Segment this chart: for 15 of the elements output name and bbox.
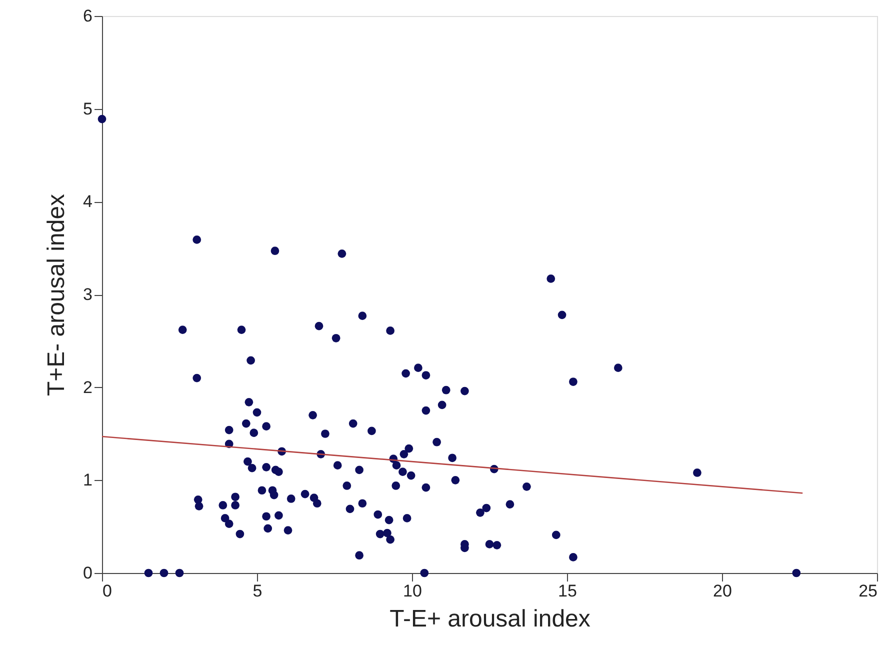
x-tick-label: 5	[252, 582, 262, 600]
x-tick-label: 10	[403, 582, 422, 600]
y-tick-label: 5	[83, 99, 92, 118]
y-tick-label: 1	[83, 470, 92, 490]
x-axis-title: T-E+ arousal index	[390, 606, 590, 632]
y-tick-label: 0	[83, 564, 92, 582]
y-tick-label: 3	[83, 285, 92, 304]
y-axis-title: T+E- arousal index	[43, 194, 70, 396]
y-tick-label: 4	[83, 192, 92, 212]
x-tick-label: 0	[102, 582, 112, 600]
x-tick-label: 15	[558, 582, 577, 600]
y-tick-label: 2	[83, 378, 92, 397]
x-tick-label: 20	[713, 582, 732, 600]
x-tick-label: 25	[858, 582, 878, 600]
y-tick-label: 6	[83, 6, 92, 26]
